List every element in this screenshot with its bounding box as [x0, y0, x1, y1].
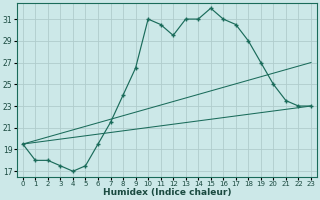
X-axis label: Humidex (Indice chaleur): Humidex (Indice chaleur) [103, 188, 231, 197]
